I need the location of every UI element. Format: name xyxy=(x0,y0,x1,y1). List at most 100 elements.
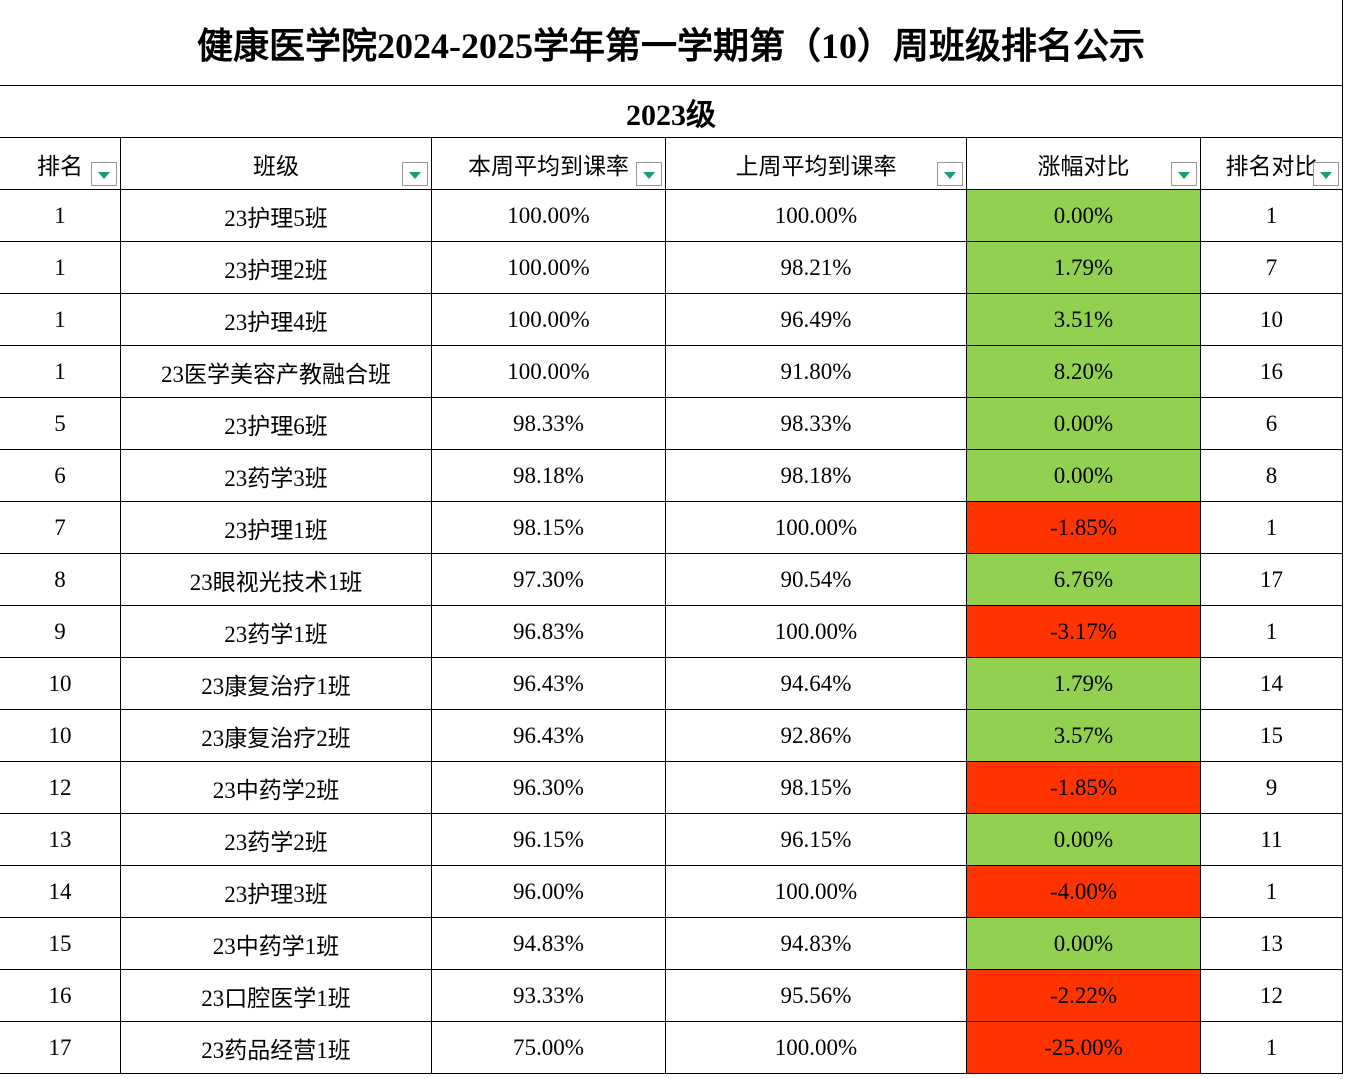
table-cell: 23康复治疗2班 xyxy=(121,710,432,762)
table-cell: -1.85% xyxy=(967,762,1201,814)
table-cell: 1 xyxy=(0,294,121,346)
table-cell: 8 xyxy=(0,554,121,606)
table-cell: 1 xyxy=(0,242,121,294)
table-cell: 5 xyxy=(0,398,121,450)
table-cell: 98.18% xyxy=(666,450,967,502)
table-cell: 98.18% xyxy=(432,450,666,502)
table-cell: 23药学1班 xyxy=(121,606,432,658)
table-cell: 1.79% xyxy=(967,658,1201,710)
table-cell: 1 xyxy=(1201,502,1343,554)
table-cell: 1 xyxy=(1201,866,1343,918)
table-cell: 94.64% xyxy=(666,658,967,710)
table-cell: 15 xyxy=(1201,710,1343,762)
column-header: 班级 xyxy=(121,138,432,190)
filter-button[interactable] xyxy=(1313,162,1339,186)
table-cell: 7 xyxy=(0,502,121,554)
table-cell: 3.57% xyxy=(967,710,1201,762)
table-cell: -25.00% xyxy=(967,1022,1201,1074)
table-cell: 98.15% xyxy=(666,762,967,814)
table-cell: -2.22% xyxy=(967,970,1201,1022)
table-cell: 96.15% xyxy=(666,814,967,866)
column-header: 上周平均到课率 xyxy=(666,138,967,190)
table-cell: 100.00% xyxy=(432,190,666,242)
table-cell: 93.33% xyxy=(432,970,666,1022)
column-header: 涨幅对比 xyxy=(967,138,1201,190)
table-cell: 9 xyxy=(1201,762,1343,814)
table-cell: 10 xyxy=(0,710,121,762)
table-cell: 13 xyxy=(0,814,121,866)
table-cell: 7 xyxy=(1201,242,1343,294)
table-cell: -3.17% xyxy=(967,606,1201,658)
table-cell: 23护理5班 xyxy=(121,190,432,242)
table-cell: 6 xyxy=(0,450,121,502)
table-cell: 23眼视光技术1班 xyxy=(121,554,432,606)
table-cell: 94.83% xyxy=(432,918,666,970)
table-cell: 100.00% xyxy=(432,346,666,398)
table-cell: 9 xyxy=(0,606,121,658)
table-cell: 23口腔医学1班 xyxy=(121,970,432,1022)
table-cell: 1 xyxy=(0,190,121,242)
table-cell: 92.86% xyxy=(666,710,967,762)
table-cell: 16 xyxy=(0,970,121,1022)
table-cell: 23中药学1班 xyxy=(121,918,432,970)
table-cell: 23护理1班 xyxy=(121,502,432,554)
table-cell: 23药学2班 xyxy=(121,814,432,866)
filter-button[interactable] xyxy=(1171,162,1197,186)
table-cell: 13 xyxy=(1201,918,1343,970)
table-cell: 15 xyxy=(0,918,121,970)
table-cell: 14 xyxy=(1201,658,1343,710)
table-cell: 10 xyxy=(0,658,121,710)
filter-button[interactable] xyxy=(402,162,428,186)
table-cell: 23护理3班 xyxy=(121,866,432,918)
table-cell: 0.00% xyxy=(967,814,1201,866)
table-cell: 100.00% xyxy=(666,606,967,658)
table-cell: 23护理6班 xyxy=(121,398,432,450)
table-cell: 97.30% xyxy=(432,554,666,606)
table-cell: 1 xyxy=(1201,190,1343,242)
filter-button[interactable] xyxy=(91,162,117,186)
table-cell: 17 xyxy=(1201,554,1343,606)
filter-button[interactable] xyxy=(937,162,963,186)
table-cell: 96.49% xyxy=(666,294,967,346)
table-cell: 10 xyxy=(1201,294,1343,346)
table-cell: 23药品经营1班 xyxy=(121,1022,432,1074)
table-cell: 1 xyxy=(1201,1022,1343,1074)
table-cell: 8.20% xyxy=(967,346,1201,398)
table-cell: 1.79% xyxy=(967,242,1201,294)
table-cell: -1.85% xyxy=(967,502,1201,554)
table-cell: 100.00% xyxy=(432,294,666,346)
column-header: 排名 xyxy=(0,138,121,190)
table-cell: 23中药学2班 xyxy=(121,762,432,814)
table-cell: 96.00% xyxy=(432,866,666,918)
title: 健康医学院2024-2025学年第一学期第（10）周班级排名公示 xyxy=(0,0,1343,86)
table-cell: 94.83% xyxy=(666,918,967,970)
table-cell: 14 xyxy=(0,866,121,918)
table-cell: 0.00% xyxy=(967,398,1201,450)
table-cell: 11 xyxy=(1201,814,1343,866)
table-cell: 23医学美容产教融合班 xyxy=(121,346,432,398)
table-cell: 6.76% xyxy=(967,554,1201,606)
table-cell: 95.56% xyxy=(666,970,967,1022)
table-cell: 90.54% xyxy=(666,554,967,606)
table-cell: 96.43% xyxy=(432,710,666,762)
table-cell: 100.00% xyxy=(666,1022,967,1074)
table-cell: 0.00% xyxy=(967,918,1201,970)
table-cell: 98.21% xyxy=(666,242,967,294)
table-cell: 23药学3班 xyxy=(121,450,432,502)
subtitle: 2023级 xyxy=(0,86,1343,138)
table-cell: 96.83% xyxy=(432,606,666,658)
table-cell: 91.80% xyxy=(666,346,967,398)
table-cell: 100.00% xyxy=(666,502,967,554)
table-cell: 16 xyxy=(1201,346,1343,398)
table-cell: 12 xyxy=(0,762,121,814)
table-cell: 96.43% xyxy=(432,658,666,710)
table-cell: 8 xyxy=(1201,450,1343,502)
table-cell: 98.15% xyxy=(432,502,666,554)
table-cell: 96.15% xyxy=(432,814,666,866)
table-cell: 100.00% xyxy=(666,190,967,242)
table-cell: 23护理4班 xyxy=(121,294,432,346)
filter-button[interactable] xyxy=(636,162,662,186)
table-cell: 17 xyxy=(0,1022,121,1074)
table-cell: 23康复治疗1班 xyxy=(121,658,432,710)
